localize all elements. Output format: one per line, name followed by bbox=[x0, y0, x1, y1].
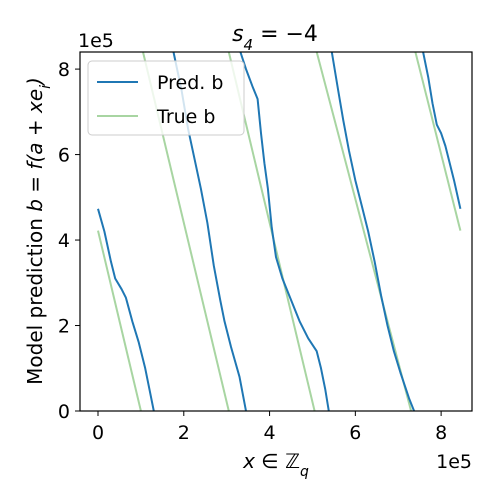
x-tick-label: 0 bbox=[92, 422, 104, 444]
pred-b-line-segment-2 bbox=[239, 52, 330, 411]
y-offset-label: 1e5 bbox=[78, 30, 114, 52]
legend: Pred. b True b bbox=[87, 60, 245, 136]
legend-label-pred: Pred. b bbox=[157, 72, 223, 94]
true-b-line-segment-4 bbox=[414, 52, 462, 231]
x-tick-label: 2 bbox=[178, 422, 190, 444]
true-b-line-segment-0 bbox=[97, 230, 142, 411]
legend-label-true: True b bbox=[156, 106, 215, 128]
pred-b-line-segment-4 bbox=[422, 52, 462, 210]
y-tick-label: 6 bbox=[58, 145, 70, 167]
y-tick-label: 0 bbox=[58, 401, 70, 423]
true-b-line-segment-3 bbox=[315, 52, 413, 411]
axes-frame bbox=[79, 51, 473, 412]
y-ticks: 0 2 4 6 8 bbox=[58, 59, 80, 423]
y-axis-label: Model prediction b = f(a + xei) bbox=[23, 77, 54, 385]
pred-b-line-segment-0 bbox=[97, 208, 155, 411]
y-tick-label: 8 bbox=[58, 59, 70, 81]
x-tick-label: 6 bbox=[349, 422, 361, 444]
x-ticks: 0 2 4 6 8 bbox=[92, 411, 447, 444]
x-offset-label: 1e5 bbox=[436, 451, 472, 473]
y-tick-label: 4 bbox=[58, 230, 70, 252]
chart-title: s4 = −4 bbox=[232, 22, 318, 54]
x-tick-label: 8 bbox=[435, 422, 447, 444]
pred-b-line-segment-3 bbox=[330, 52, 416, 411]
x-tick-label: 4 bbox=[264, 422, 276, 444]
y-tick-label: 2 bbox=[58, 316, 70, 338]
x-axis-label: x ∈ ℤq bbox=[242, 449, 309, 480]
